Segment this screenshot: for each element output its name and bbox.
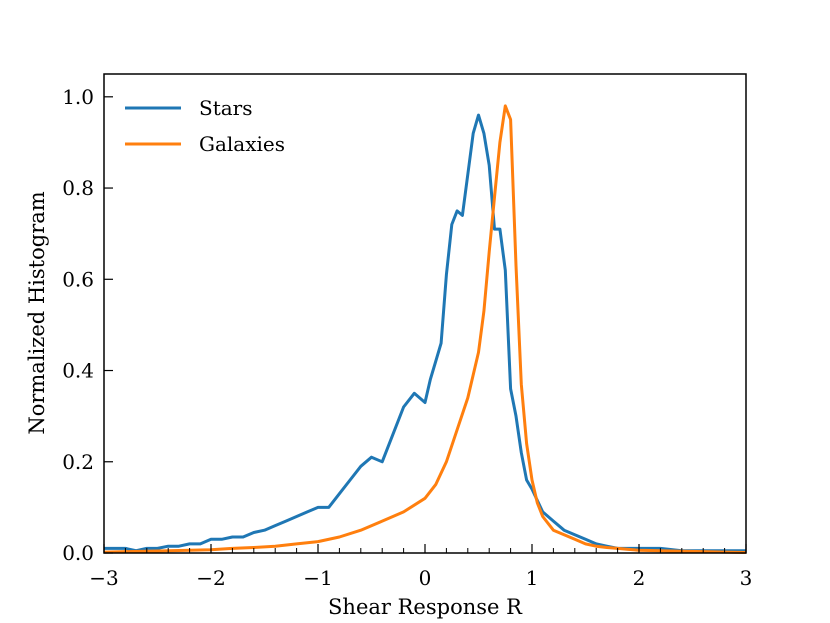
y-tick-label: 0.6 bbox=[62, 267, 94, 291]
legend-label-stars: Stars bbox=[199, 96, 253, 120]
legend-label-galaxies: Galaxies bbox=[199, 132, 285, 156]
x-tick-label: 3 bbox=[740, 566, 753, 590]
x-tick-label: 1 bbox=[526, 566, 539, 590]
series-layer bbox=[103, 104, 747, 554]
y-tick-label: 0.0 bbox=[62, 541, 94, 565]
y-tick-label: 0.4 bbox=[62, 359, 94, 383]
series-line-stars bbox=[104, 113, 746, 553]
series-line-galaxies bbox=[103, 104, 747, 554]
x-tick-label: −3 bbox=[89, 566, 118, 590]
x-tick-label: 2 bbox=[633, 566, 646, 590]
y-axis-label: Normalized Histogram bbox=[25, 191, 49, 434]
legend: Stars Galaxies bbox=[125, 96, 285, 156]
ticks-layer: −3 −2 −1 0 1 2 3 0.0 0.2 0.4 0.6 0.8 1.0 bbox=[62, 85, 752, 590]
x-axis-label: Shear Response R bbox=[328, 595, 523, 619]
x-tick-label: −1 bbox=[303, 566, 332, 590]
y-tick-label: 0.8 bbox=[62, 176, 94, 200]
x-tick-label: −2 bbox=[196, 566, 225, 590]
y-tick-label: 1.0 bbox=[62, 85, 94, 109]
y-tick-label: 0.2 bbox=[62, 450, 94, 474]
x-tick-label: 0 bbox=[419, 566, 432, 590]
